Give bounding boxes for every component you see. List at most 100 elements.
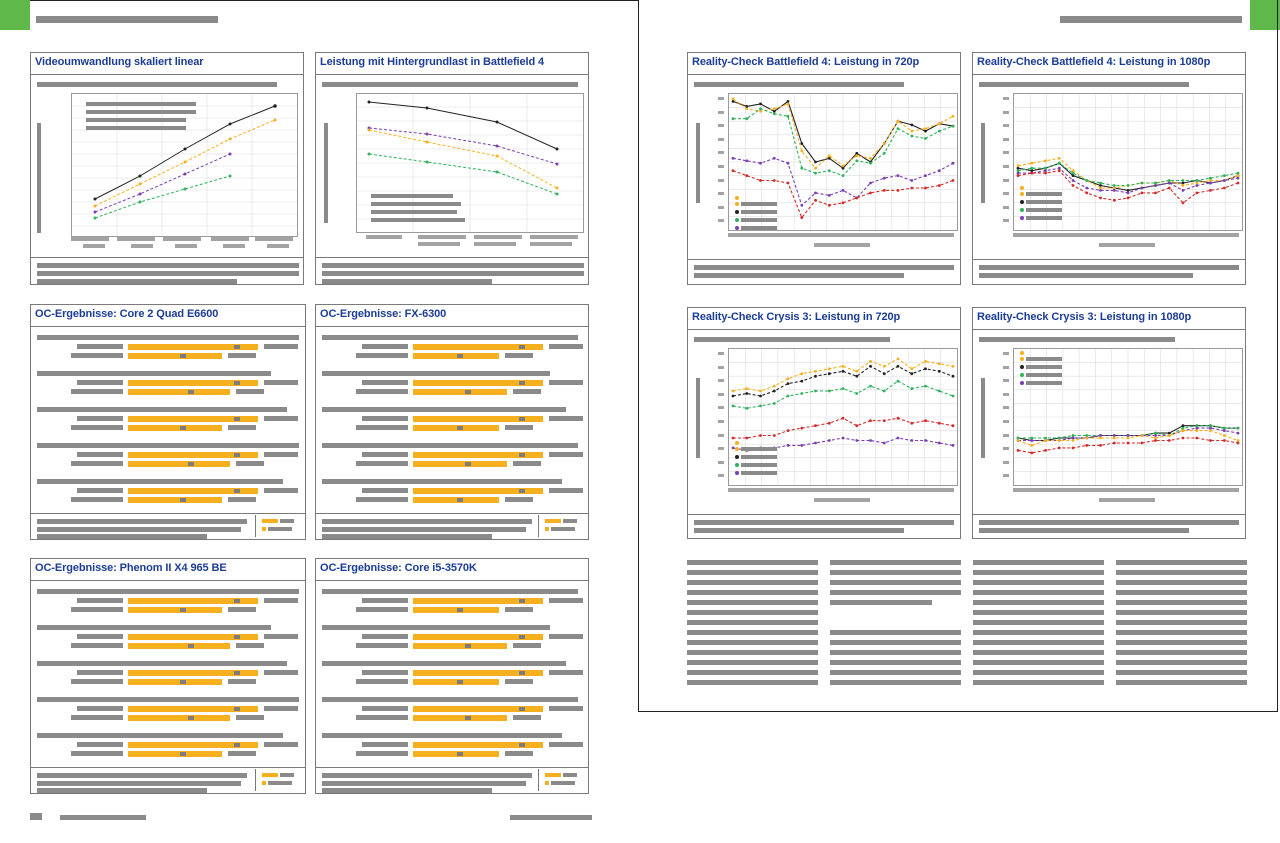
x-axis-ticks (1013, 488, 1239, 492)
series-point (745, 105, 749, 108)
result-bar (413, 742, 543, 748)
result-marker (234, 489, 240, 493)
series-point (855, 196, 859, 200)
series-point (1057, 446, 1061, 450)
text-line (830, 570, 961, 575)
series-point (1209, 189, 1212, 192)
chart-plot-area (356, 93, 584, 233)
series-point (1236, 426, 1240, 430)
series-point (1016, 166, 1020, 170)
series-point (772, 107, 776, 111)
result-marker (519, 743, 525, 747)
top-rule-left (30, 0, 638, 1)
legend-box (538, 515, 583, 537)
result-bar (413, 607, 499, 613)
y-tick (1003, 447, 1009, 451)
series-point (1016, 169, 1020, 173)
result-marker (234, 381, 240, 385)
series-point (1099, 189, 1102, 192)
series-point (1222, 426, 1226, 430)
series-point (759, 179, 762, 182)
panel-title: Reality-Check Battlefield 4: Leistung in… (692, 56, 920, 68)
legend-entry (741, 463, 777, 467)
series-point (1112, 436, 1116, 440)
y-tick (718, 151, 724, 155)
row-value-bar (236, 643, 264, 648)
row-value-bar (505, 679, 533, 684)
series-point (1085, 436, 1089, 440)
series-point (1016, 174, 1020, 177)
panel-bf4-720p: Reality-Check Battlefield 4: Leistung in… (687, 52, 961, 285)
footer-separator (31, 257, 303, 258)
legend-entry (1026, 373, 1062, 377)
result-marker (457, 680, 463, 684)
panel-oc-phenom-ii: OC-Ergebnisse: Phenom II X4 965 BE (30, 558, 306, 794)
series-point (896, 189, 900, 192)
series-point (772, 156, 776, 160)
row-value-bar (549, 670, 583, 675)
series-line (732, 365, 954, 397)
text-line (973, 660, 1104, 665)
series-point (1222, 429, 1226, 432)
caption-line (694, 265, 954, 270)
y-tick (1003, 165, 1009, 168)
caption-line (322, 773, 532, 778)
text-line (1116, 560, 1247, 565)
series-point (814, 160, 817, 164)
caption-line (694, 520, 954, 525)
series-point (1057, 161, 1061, 165)
series-point (896, 416, 900, 420)
series-point (786, 429, 790, 432)
title-separator (31, 326, 305, 327)
series-point (896, 436, 900, 440)
series-point (1071, 446, 1075, 450)
result-bar (413, 497, 499, 503)
series-point (1016, 449, 1020, 452)
text-line (973, 570, 1104, 575)
result-bar (128, 461, 230, 467)
caption-line (322, 519, 532, 524)
footer-bar-2 (510, 815, 592, 820)
row-value-bar (549, 634, 583, 639)
result-bar (128, 715, 230, 721)
text-line (1116, 590, 1247, 595)
series-point (1030, 169, 1034, 173)
header-bar-right (1060, 16, 1242, 23)
series-point (910, 129, 914, 133)
y-tick (1003, 192, 1009, 196)
caption-line (979, 273, 1193, 278)
result-marker (234, 671, 240, 675)
panel-title: Reality-Check Battlefield 4: Leistung in… (977, 56, 1211, 68)
legend-key (1020, 381, 1024, 385)
series-point (1181, 184, 1185, 187)
series-point (1071, 439, 1075, 442)
legend-swatch (545, 781, 549, 785)
text-line (687, 600, 818, 605)
legend-swatch (262, 773, 278, 777)
subtitle-bar (37, 82, 277, 87)
y-tick (1003, 420, 1009, 423)
row-value-bar (264, 344, 298, 349)
title-separator (316, 74, 588, 75)
series-point (1099, 436, 1102, 440)
series-point (745, 387, 749, 390)
series-point (772, 112, 776, 116)
panel-title: OC-Ergebnisse: Core 2 Quad E6600 (35, 308, 219, 320)
legend-entry (741, 455, 777, 459)
series-point (910, 123, 914, 127)
subtitle-bar (694, 337, 890, 342)
legend-entry (741, 447, 777, 451)
series-point (1195, 424, 1199, 428)
x-tick (211, 237, 249, 241)
series-point (882, 389, 886, 393)
y-axis-label (37, 123, 41, 233)
result-bar (128, 598, 258, 604)
row-value-bar (505, 425, 533, 430)
result-bar (128, 344, 258, 350)
series-point (937, 169, 941, 173)
series-point (951, 394, 955, 398)
panel-title: Reality-Check Crysis 3: Leistung in 720p (692, 311, 901, 323)
text-line (973, 610, 1104, 615)
text-line (1116, 630, 1247, 635)
series-point (800, 444, 804, 447)
